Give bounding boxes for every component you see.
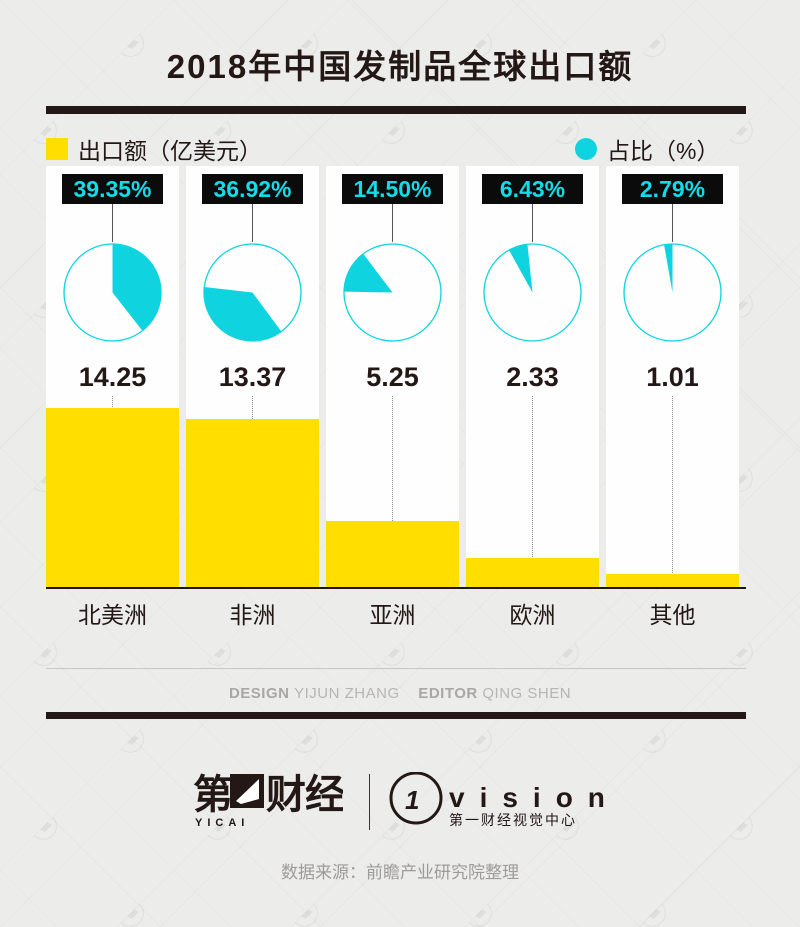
svg-text:1: 1 bbox=[405, 785, 419, 815]
svg-text:vision: vision bbox=[449, 782, 620, 813]
svg-text:财经: 财经 bbox=[266, 773, 343, 817]
svg-text:第: 第 bbox=[193, 773, 232, 817]
svg-text:第一财经视觉中心: 第一财经视觉中心 bbox=[449, 812, 577, 828]
svg-text:YICAI: YICAI bbox=[195, 817, 249, 829]
